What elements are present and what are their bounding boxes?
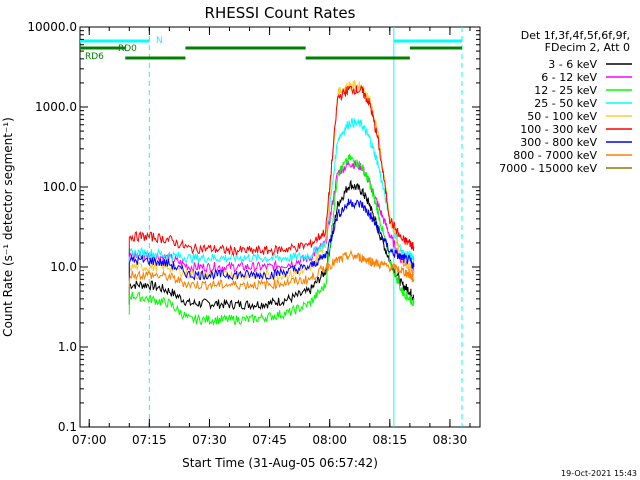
series-line-1: [128, 160, 415, 276]
annotation-n: N: [156, 36, 163, 46]
annotation-rd0: RD0: [118, 44, 137, 54]
series-line-4: [128, 79, 415, 287]
x-tick-label: 07:15: [132, 433, 167, 447]
y-tick-label: 1000.0: [35, 100, 77, 114]
y-tick-label: 10000.0: [27, 20, 77, 34]
legend: Det 1f,3f,4f,5f,6f,9f,FDecim 2, Att 0 3 -…: [499, 29, 632, 175]
x-tick-label: 07:00: [72, 433, 107, 447]
series-line-5: [128, 85, 415, 257]
legend-label: 6 - 12 keV: [541, 71, 597, 84]
legend-label: 100 - 300 keV: [520, 123, 597, 136]
timestamp: 19-Oct-2021 15:43: [561, 469, 637, 478]
plot-frame: [79, 26, 481, 428]
x-axis: 07:00 07:15 07:30 07:45 08:00 08:15 08:30: [72, 27, 471, 447]
legend-label: 3 - 6 keV: [548, 58, 597, 71]
x-tick-label: 07:30: [192, 433, 227, 447]
legend-label: 12 - 25 keV: [534, 84, 597, 97]
plot-marks: RD0 RD6 N: [80, 27, 463, 427]
legend-header-line: FDecim 2, Att 0: [545, 41, 630, 54]
x-tick-label: 08:15: [373, 433, 408, 447]
y-tick-label: 0.1: [58, 420, 77, 434]
legend-label: 300 - 800 keV: [520, 136, 597, 149]
series-line-0: [128, 179, 415, 311]
chart-title: RHESSI Count Rates: [205, 4, 356, 22]
x-tick-label: 08:30: [433, 433, 468, 447]
x-axis-label: Start Time (31-Aug-05 06:57:42): [182, 456, 378, 470]
y-tick-label: 1.0: [58, 340, 77, 354]
plot-area: RD0 RD6 N: [79, 26, 481, 428]
x-tick-label: 08:00: [312, 433, 347, 447]
y-axis: 0.1 1.0 10.0 100.0 1000.0 10000.0: [27, 20, 480, 434]
legend-label: 7000 - 15000 keV: [499, 162, 597, 175]
y-axis-label: Count Rate (s⁻¹ detector segment⁻¹): [1, 117, 15, 337]
series-line-6: [128, 198, 415, 281]
legend-header-line: Det 1f,3f,4f,5f,6f,9f,: [521, 29, 630, 42]
y-tick-label: 10.0: [50, 260, 77, 274]
x-tick-label: 07:45: [252, 433, 287, 447]
series-line-7: [128, 249, 415, 295]
legend-label: 800 - 7000 keV: [513, 149, 597, 162]
legend-label: 25 - 50 keV: [534, 97, 597, 110]
annotation-rd6: RD6: [85, 52, 104, 62]
y-tick-label: 100.0: [43, 180, 77, 194]
legend-label: 50 - 100 keV: [527, 110, 597, 123]
